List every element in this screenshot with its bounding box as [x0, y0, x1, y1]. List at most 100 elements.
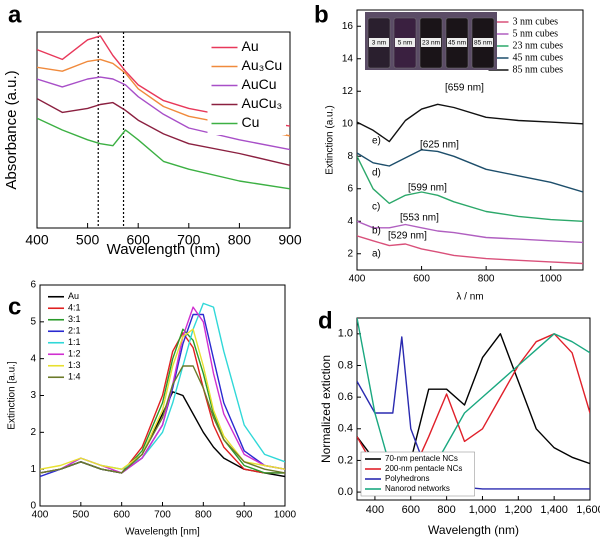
y-tick-label: 12	[342, 86, 354, 97]
panel-label: b	[314, 1, 329, 28]
x-tick-label: 400	[366, 504, 384, 516]
inset-label: 5 nm	[398, 40, 412, 47]
legend-label: 200-nm pentacle NCs	[385, 464, 462, 473]
x-tick-label: 800	[437, 504, 455, 516]
x-tick-label: 700	[177, 231, 201, 247]
y-tick-label: 6	[30, 280, 36, 291]
x-tick-label: 400	[25, 231, 49, 247]
x-tick-label: 500	[76, 231, 100, 247]
x-tick-label: 1000	[540, 274, 563, 285]
x-axis-label: λ / nm	[456, 292, 483, 303]
y-tick-label: 2	[30, 427, 36, 438]
y-tick-label: 16	[342, 21, 354, 32]
plot-frame	[36, 31, 291, 229]
x-axis-label: Wavelength (nm)	[428, 523, 519, 537]
legend-label: 1:4	[68, 372, 81, 382]
legend-label: Au	[242, 38, 259, 54]
y-tick-label: 6	[347, 183, 353, 194]
annotation: [659 nm]	[445, 83, 484, 94]
y-tick-label: 3	[30, 390, 36, 401]
inset-tag	[395, 38, 415, 47]
annotation: [553 nm]	[400, 213, 439, 224]
x-tick-label: 900	[278, 231, 302, 247]
legend-label: Polyhedrons	[385, 474, 429, 483]
y-axis-label: Extinction (a.u.)	[325, 105, 336, 174]
annotation: b)	[372, 226, 381, 237]
legend-label: 45 nm cubes	[513, 52, 564, 63]
series-line	[37, 35, 290, 127]
legend-label: 5 nm cubes	[513, 28, 559, 39]
y-tick-label: 14	[342, 53, 354, 64]
x-tick-label: 600	[413, 274, 430, 285]
legend-label: Nanorod networks	[385, 484, 450, 493]
inset-label: 23 nm	[422, 40, 440, 47]
y-axis-label: Normalized extiction	[319, 355, 333, 463]
panel-label: d	[318, 307, 333, 334]
legend-label: 1:2	[68, 349, 81, 359]
annotation: [625 nm]	[420, 140, 459, 151]
plot-frame	[356, 9, 584, 271]
series-line	[37, 117, 290, 190]
x-tick-label: 800	[195, 510, 212, 521]
series-line	[37, 76, 290, 151]
series-line	[357, 149, 583, 193]
legend-label: 23 nm cubes	[513, 40, 564, 51]
x-tick-label: 800	[228, 231, 252, 247]
legend-label: 85 nm cubes	[513, 64, 564, 75]
inset-label: 85 nm	[474, 40, 492, 47]
inset-tag	[473, 38, 493, 47]
legend-label: 1:1	[68, 337, 81, 347]
x-tick-label: 500	[72, 510, 89, 521]
x-tick-label: 700	[154, 510, 171, 521]
series-line	[357, 155, 583, 222]
y-tick-label: 10	[342, 118, 354, 129]
y-tick-label: 0.4	[338, 423, 353, 435]
series-line	[40, 328, 285, 470]
y-tick-label: 8	[347, 151, 353, 162]
x-tick-label: 600	[402, 504, 420, 516]
x-tick-label: 600	[113, 510, 130, 521]
y-axis-label: Absorbance (a.u.)	[3, 70, 20, 189]
series-line	[357, 220, 583, 244]
legend-label: 3:1	[68, 314, 81, 324]
x-tick-label: 600	[127, 231, 151, 247]
y-tick-label: 0.6	[338, 391, 353, 403]
plot-area	[357, 103, 583, 265]
legend-label: AuCu	[242, 76, 277, 92]
inset-tag	[421, 38, 441, 47]
y-tick-label: 0	[30, 501, 36, 512]
x-tick-label: 1,400	[540, 504, 568, 516]
series-line	[357, 103, 583, 143]
legend-label: 2:1	[68, 326, 81, 336]
panel-label: c	[8, 293, 21, 320]
x-tick-label: 900	[236, 510, 253, 521]
annotation: [599 nm]	[408, 183, 447, 194]
y-tick-label: 4	[347, 216, 353, 227]
plot-frame	[356, 317, 591, 501]
inset-tag	[369, 38, 389, 47]
x-tick-label: 1,200	[505, 504, 533, 516]
series-line	[40, 365, 285, 474]
annotation: d)	[372, 168, 381, 179]
annotation: e)	[372, 136, 381, 147]
x-tick-label: 400	[32, 510, 49, 521]
panel-label: a	[8, 1, 22, 28]
x-tick-label: 800	[478, 274, 495, 285]
x-tick-label: 1,600	[576, 504, 600, 516]
y-axis-label: Extinction [a.u.]	[7, 361, 18, 430]
y-tick-label: 1.0	[338, 328, 353, 340]
plot-area	[40, 302, 285, 478]
y-tick-label: 2	[347, 248, 353, 259]
x-tick-label: 1,000	[469, 504, 497, 516]
legend-label: Cu	[242, 114, 260, 130]
y-tick-label: 0.8	[338, 359, 353, 371]
annotation: c)	[372, 202, 380, 213]
y-tick-label: 5	[30, 316, 36, 327]
inset-label: 45 nm	[448, 40, 466, 47]
series-line	[37, 58, 290, 137]
y-tick-label: 1	[30, 464, 36, 475]
legend-label: 4:1	[68, 303, 81, 313]
x-tick-label: 400	[349, 274, 366, 285]
legend-label: Au	[68, 291, 79, 301]
